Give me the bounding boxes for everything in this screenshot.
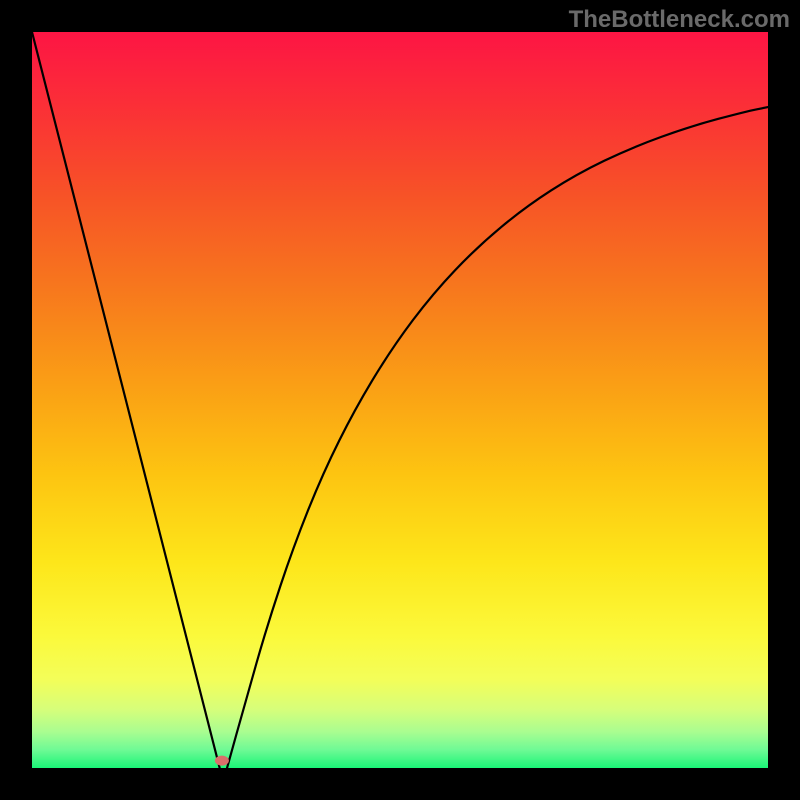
plot-area [32,32,768,768]
frame-right [768,0,800,800]
frame-left [0,0,32,800]
frame-bottom [0,768,800,800]
chart-container: TheBottleneck.com [0,0,800,800]
watermark-text: TheBottleneck.com [569,6,790,34]
